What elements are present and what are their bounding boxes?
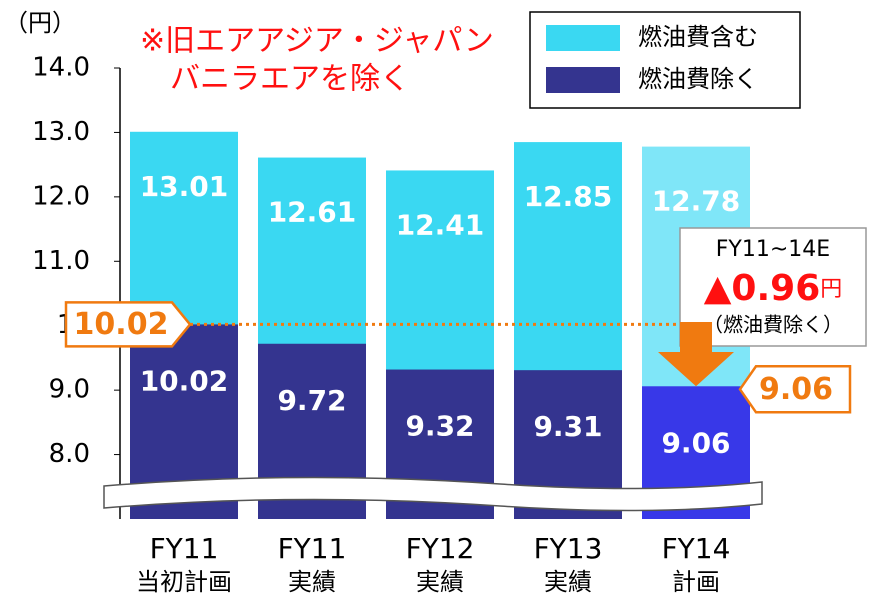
change-value: ▲0.96円 [704,268,843,309]
axis-break [103,476,763,512]
value-label: 9.72 [277,384,346,417]
value-label: 10.02 [140,364,229,397]
legend-swatch [546,67,620,93]
change-number: 0.96 [731,268,820,309]
value-label: 9.06 [661,426,730,459]
value-label: 12.61 [268,196,357,229]
note: バニラエアを除く [170,62,410,97]
value-label: 12.78 [652,185,741,218]
change-prefix: ▲ [704,268,732,309]
change-unit: 円 [820,277,842,302]
legend-label: 燃油費含む [638,23,758,51]
y-tick-label: 12.0 [32,181,90,211]
callout [738,365,852,414]
change-note: （燃油費除く） [703,313,843,337]
x-tick-label: FY12 [406,532,475,565]
callout-value: 10.02 [74,307,169,342]
value-label: 13.01 [140,170,229,203]
value-label: 12.85 [524,180,613,213]
unit-label: （円） [4,9,76,37]
note: ※旧エアアジア・ジャパン [140,24,494,59]
x-tick-label: FY13 [534,532,603,565]
y-tick-label: 11.0 [32,246,90,276]
y-tick-label: 13.0 [32,117,90,147]
x-tick-label: FY14 [662,532,731,565]
change-label: FY11~14E [716,237,830,262]
y-tick-label: 9.0 [49,375,90,405]
down-arrow [658,322,734,387]
x-tick-label: 計画 [672,568,720,596]
value-label: 12.41 [396,208,485,241]
x-tick-label: 実績 [544,568,592,596]
legend-swatch [546,25,620,51]
value-label: 9.32 [405,410,474,443]
legend-label: 燃油費除く [638,65,758,93]
y-tick-label: 14.0 [32,53,90,83]
value-label: 9.31 [533,410,602,443]
x-tick-label: FY11 [150,532,219,565]
x-tick-label: 実績 [288,568,336,596]
y-tick-label: 8.0 [49,439,90,469]
x-tick-label: FY11 [278,532,347,565]
callout-value: 9.06 [759,372,833,407]
x-tick-label: 当初計画 [136,568,232,596]
callout [64,301,192,348]
x-tick-label: 実績 [416,568,464,596]
